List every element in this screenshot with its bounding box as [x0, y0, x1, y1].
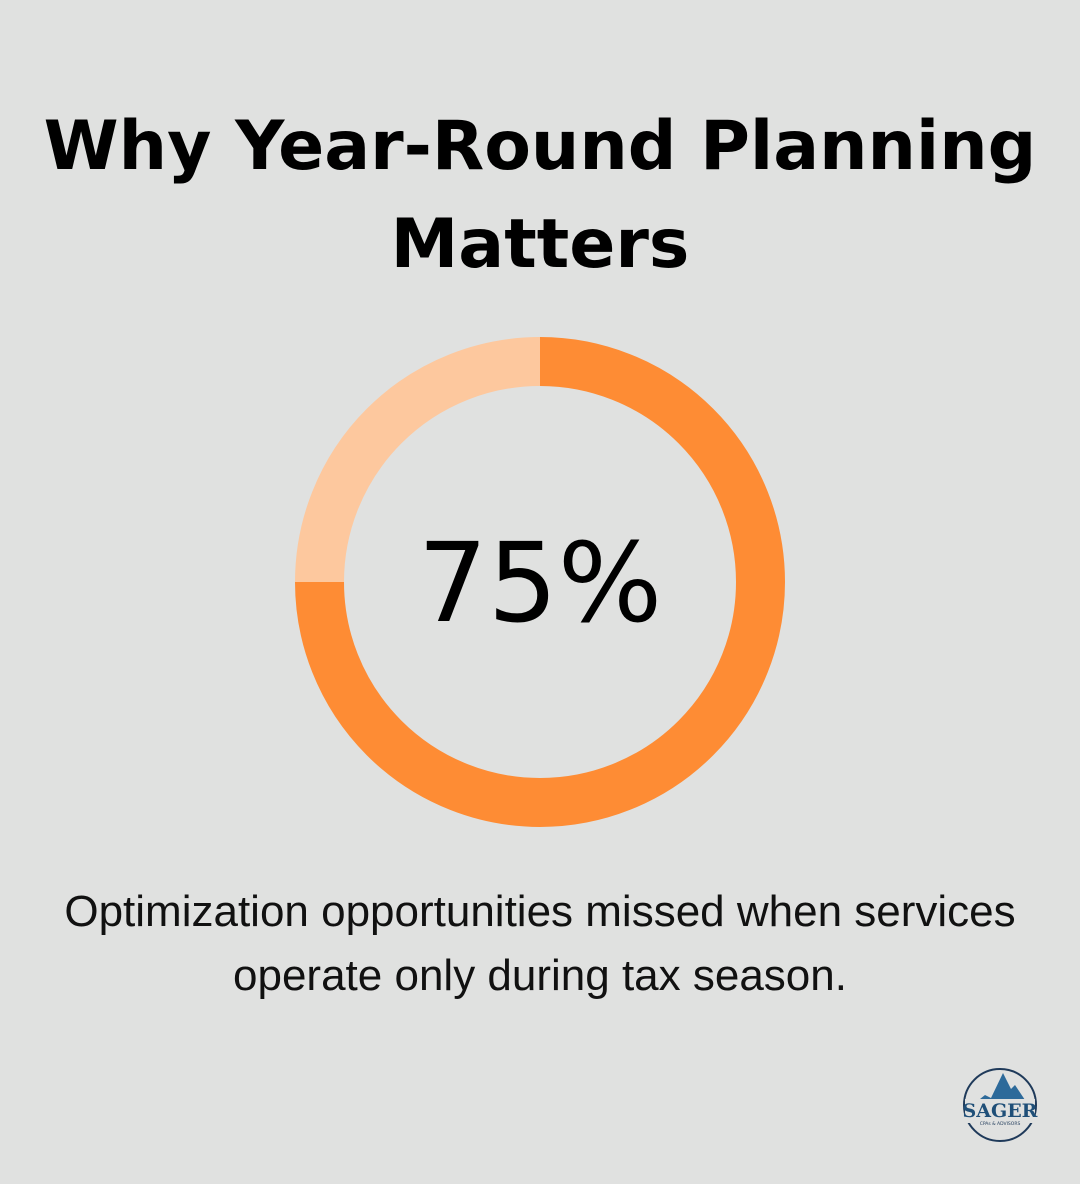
sager-logo: SAGER CPAs & ADVISORS [963, 1068, 1038, 1142]
donut-segment-remainder [295, 337, 541, 583]
svg-text:SAGER: SAGER [963, 1100, 1038, 1122]
page-title: Why Year-Round Planning Matters [43, 107, 1037, 284]
donut-chart [295, 337, 785, 827]
center-percentage: 75% [417, 519, 663, 647]
caption: Optimization opportunities missed when s… [64, 887, 1016, 1000]
donut-segment-value [295, 337, 785, 827]
svg-text:CPAs & ADVISORS: CPAs & ADVISORS [980, 1121, 1021, 1127]
